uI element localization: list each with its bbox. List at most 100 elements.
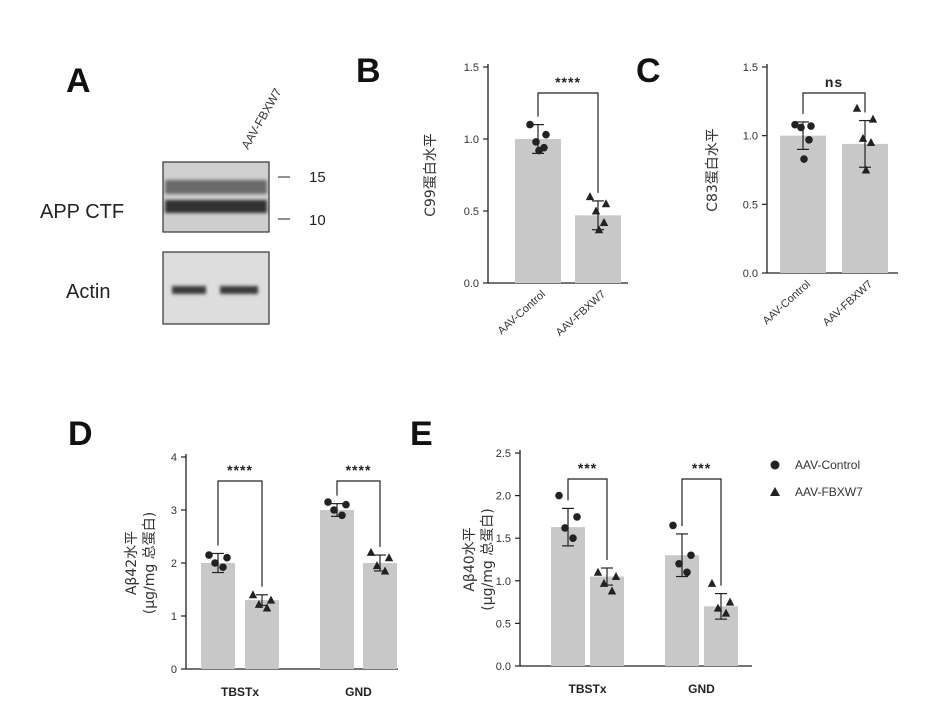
y-tick-label: 1.0	[496, 576, 511, 588]
blot-band-actin-1	[172, 286, 206, 294]
data-point-triangle	[612, 572, 620, 580]
data-point-circle	[555, 492, 563, 500]
significance-label: ****	[555, 74, 581, 90]
data-point-triangle	[708, 579, 716, 587]
chart-d-abeta42: 0 1 2 3 4 Aβ42水平(μg/mg 总蛋白) TBSTx GND **** ****	[124, 452, 398, 699]
blot-band-lower	[165, 200, 267, 213]
blot-band-upper	[165, 180, 267, 194]
y-axis-label: C99蛋白水平	[423, 133, 439, 217]
data-point-circle	[669, 522, 677, 530]
data-point-circle	[561, 524, 569, 532]
data-point-circle	[330, 506, 338, 514]
y-tick-label: 0	[171, 664, 177, 676]
blot-box-app	[163, 162, 269, 232]
data-point-circle	[338, 512, 346, 520]
legend-label-control: AAV-Control	[795, 458, 860, 472]
legend-label-fbxw7: AAV-FBXW7	[795, 485, 863, 499]
bar	[363, 563, 397, 669]
y-tick-label: 2.0	[496, 491, 511, 503]
y-tick-label: 1	[171, 611, 177, 623]
y-tick-label: 0.0	[743, 268, 758, 280]
data-point-circle	[532, 138, 540, 146]
blot-lane-label: AAV-FBXW7	[238, 86, 284, 152]
legend-marker-fbxw7	[770, 487, 780, 496]
data-point-triangle	[249, 590, 257, 598]
data-point-circle	[807, 122, 815, 130]
data-point-circle	[205, 551, 213, 559]
western-blot: AAV-FBXW7 APP CTF Actin 15 10	[40, 86, 326, 324]
x-category-label: AAV-Control	[496, 288, 548, 337]
x-category-label: AAV-FBXW7	[554, 288, 608, 339]
data-point-circle	[526, 121, 534, 129]
data-point-triangle	[385, 553, 393, 561]
y-tick-label: 0.5	[743, 199, 758, 211]
y-axis-label: C83蛋白水平	[705, 128, 721, 212]
x-category-label: TBSTx	[221, 685, 259, 699]
significance-label: ***	[692, 460, 711, 476]
y-tick-label: 0.0	[496, 661, 511, 673]
marker-label-15: 15	[309, 169, 326, 186]
data-point-triangle	[859, 134, 867, 142]
data-point-circle	[683, 568, 691, 576]
y-tick-label: 1.5	[496, 533, 511, 545]
data-point-circle	[805, 136, 813, 144]
blot-row-label-actin: Actin	[66, 281, 110, 303]
significance-label: ns	[825, 74, 843, 90]
panel-letter-e: E	[410, 415, 433, 453]
data-point-triangle	[267, 596, 275, 604]
legend-marker-control	[771, 461, 780, 470]
data-point-triangle	[594, 568, 602, 576]
y-tick-label: 2	[171, 558, 177, 570]
bar	[245, 600, 279, 669]
data-point-triangle	[853, 104, 861, 112]
data-point-circle	[324, 498, 332, 506]
y-tick-label: 3	[171, 505, 177, 517]
data-point-circle	[569, 534, 577, 542]
y-tick-label: 0.5	[464, 206, 479, 218]
y-tick-label: 0.0	[464, 278, 479, 290]
x-category-label: GND	[688, 682, 715, 696]
y-tick-label: 1.5	[743, 62, 758, 74]
panel-letter-b: B	[356, 52, 381, 90]
x-category-label: TBSTx	[568, 682, 606, 696]
data-point-circle	[797, 124, 805, 132]
data-point-triangle	[367, 548, 375, 556]
data-point-circle	[211, 559, 219, 567]
data-point-triangle	[726, 598, 734, 606]
significance-label: ****	[227, 462, 253, 478]
y-axis-unit: (μg/mg 总蛋白)	[142, 512, 158, 614]
y-tick-label: 1.0	[743, 131, 758, 143]
chart-c-c83: 0.0 0.5 1.0 1.5 C83蛋白水平 AAV-ControlAAV-FBXW7 n…	[705, 62, 898, 329]
chart-b-c99: 0.0 0.5 1.0 1.5 C99蛋白水平 AAV-ControlAAV-FBXW7 *…	[423, 62, 628, 339]
panel-letter-c: C	[636, 52, 661, 90]
bar	[201, 563, 235, 669]
marker-label-10: 10	[309, 212, 326, 229]
data-point-circle	[542, 131, 550, 139]
y-axis-label: Aβ40水平	[462, 527, 478, 591]
data-point-circle	[573, 513, 581, 521]
x-category-label: AAV-FBXW7	[821, 278, 875, 329]
panel-letter-d: D	[68, 415, 93, 453]
data-point-circle	[535, 147, 543, 155]
data-point-circle	[687, 551, 695, 559]
bar	[320, 510, 354, 669]
y-axis-unit: (μg/mg 总蛋白)	[480, 508, 496, 610]
significance-label: ****	[346, 462, 372, 478]
chart-e-abeta40: 0.0 0.5 1.0 1.5 2.0 2.5 Aβ40水平(μg/mg 总蛋白) TBSTx…	[462, 448, 752, 696]
blot-band-actin-2	[220, 286, 258, 294]
data-point-circle	[223, 554, 231, 562]
y-tick-label: 1.5	[464, 62, 479, 74]
blot-row-label-app: APP CTF	[40, 201, 124, 223]
panel-letter-a: A	[66, 62, 91, 100]
data-point-circle	[675, 560, 683, 568]
y-tick-label: 4	[171, 452, 177, 464]
x-category-label: AAV-Control	[761, 278, 813, 327]
y-axis-label: Aβ42水平	[124, 531, 140, 595]
y-tick-label: 1.0	[464, 134, 479, 146]
significance-label: ***	[578, 460, 597, 476]
bar	[590, 577, 624, 666]
y-tick-label: 2.5	[496, 448, 511, 460]
x-category-label: GND	[345, 685, 372, 699]
y-tick-label: 0.5	[496, 618, 511, 630]
